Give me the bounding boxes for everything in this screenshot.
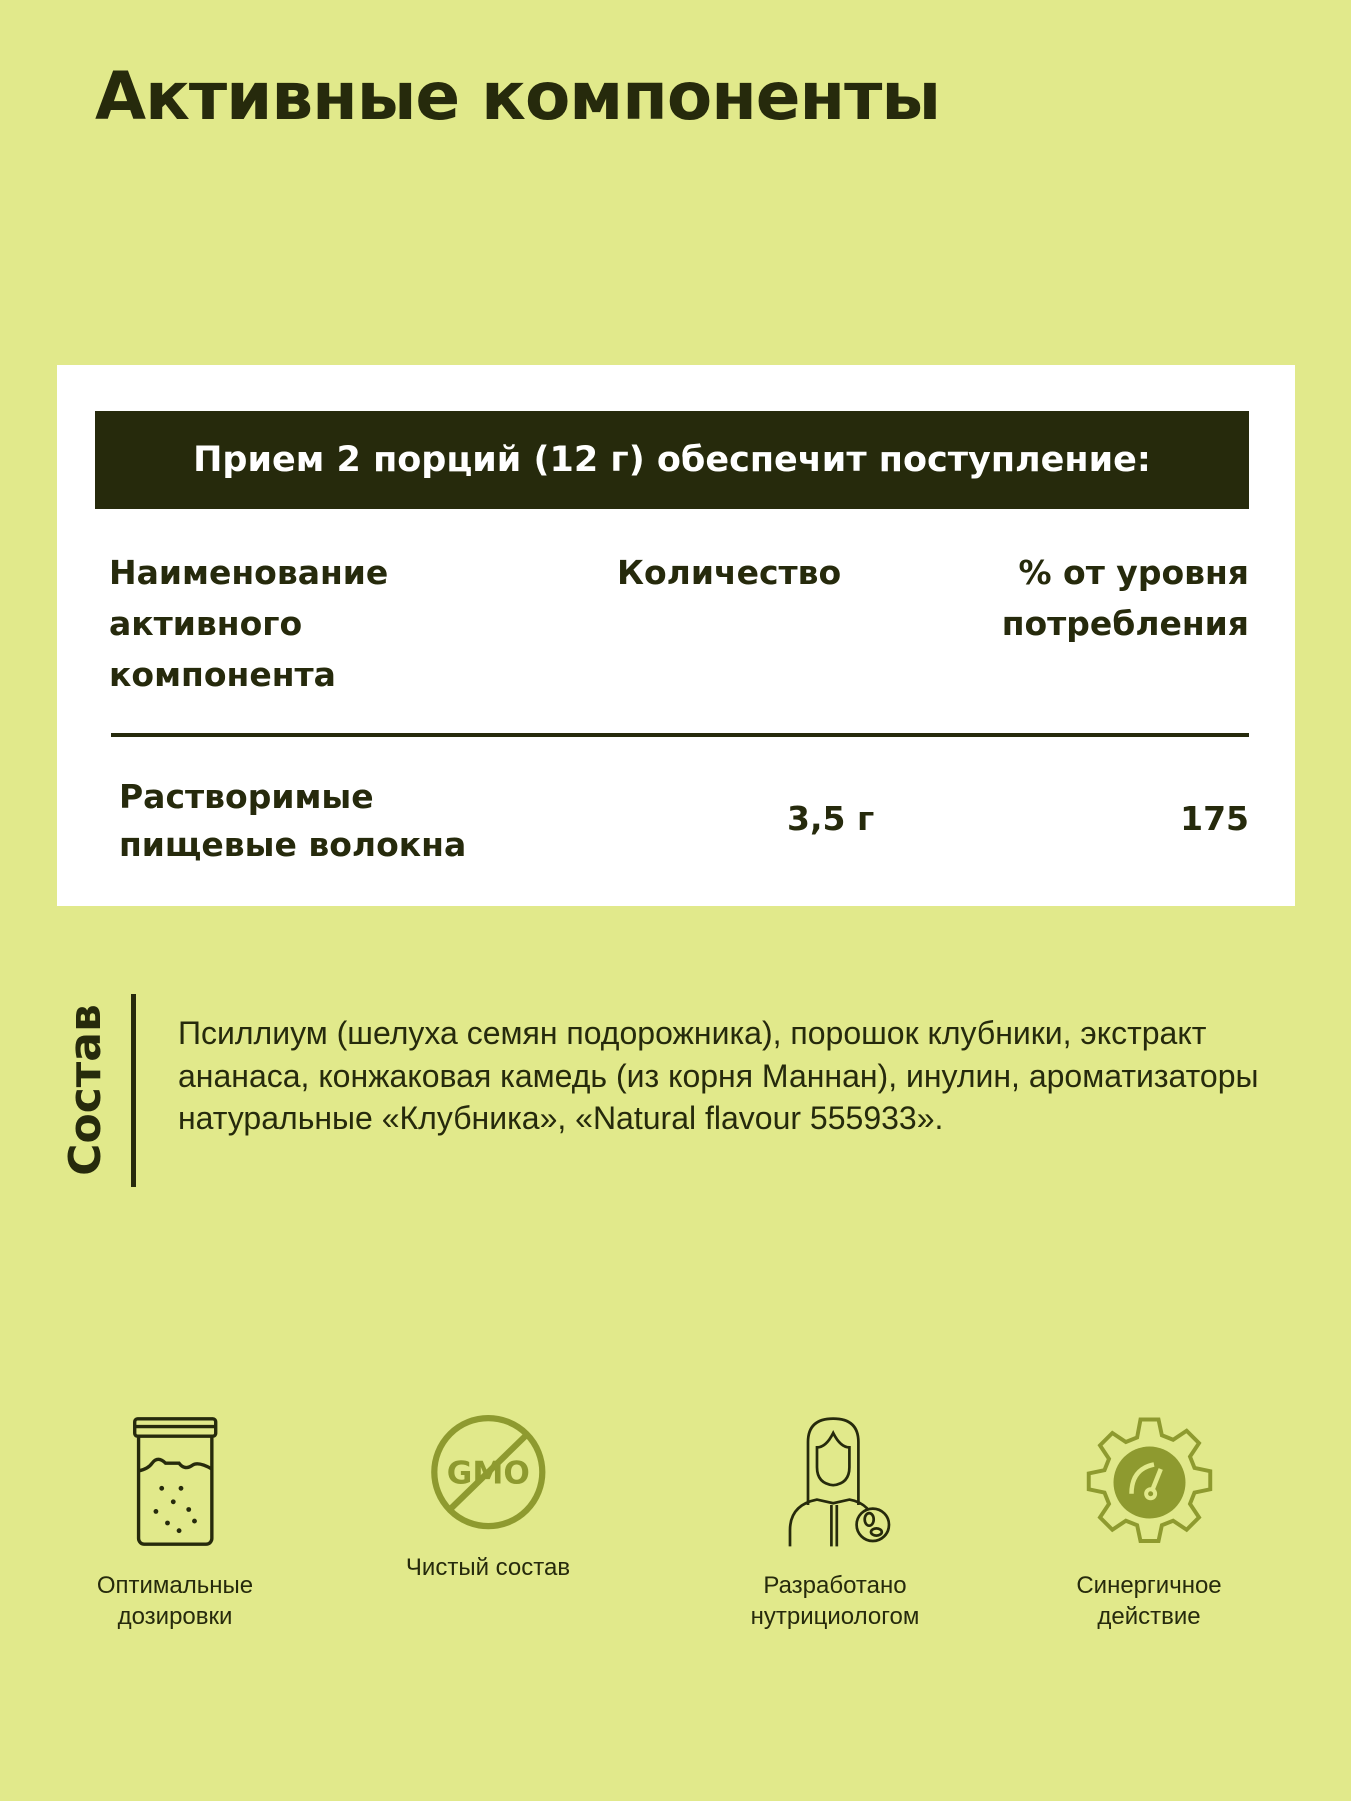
row-amount: 3,5 г bbox=[787, 799, 875, 838]
feature-synergy: Синергичное действие bbox=[999, 1415, 1299, 1632]
feature-label: Синергичное действие bbox=[1076, 1572, 1222, 1630]
column-header-amount: Количество bbox=[617, 553, 842, 592]
row-name: Растворимые пищевые волокна bbox=[119, 777, 467, 864]
feature-label: Оптимальные дозировки bbox=[96, 1572, 254, 1630]
active-components-table: Прием 2 порций (12 г) обеспечит поступле… bbox=[57, 365, 1295, 906]
svg-text:GMO: GMO bbox=[446, 1456, 529, 1492]
table-banner: Прием 2 порций (12 г) обеспечит поступле… bbox=[95, 411, 1249, 509]
feature-label: Чистый состав bbox=[405, 1554, 571, 1581]
feature-nutritionist: Разработано нутрициологом bbox=[685, 1415, 985, 1632]
composition-text: Псиллиум (шелуха семян подорожника), пор… bbox=[178, 1015, 1259, 1136]
column-header-name: Наименование активного компонента bbox=[109, 553, 389, 694]
column-header-percent: % от уровня потребления bbox=[1001, 553, 1249, 643]
feature-dosage: Оптимальные дозировки bbox=[25, 1415, 325, 1632]
row-percent: 175 bbox=[1180, 799, 1249, 838]
composition-label: Состав bbox=[60, 1004, 111, 1176]
nutritionist-icon bbox=[788, 1417, 891, 1547]
gear-gauge-icon bbox=[1086, 1417, 1212, 1543]
jar-icon bbox=[132, 1417, 218, 1546]
table-divider bbox=[111, 733, 1249, 737]
composition-divider bbox=[131, 994, 136, 1187]
page-title: Активные компоненты bbox=[95, 58, 941, 135]
no-gmo-icon: GMO bbox=[430, 1415, 546, 1530]
feature-label: Разработано нутрициологом bbox=[750, 1572, 920, 1630]
feature-clean: GMO Чистый состав bbox=[338, 1415, 638, 1583]
